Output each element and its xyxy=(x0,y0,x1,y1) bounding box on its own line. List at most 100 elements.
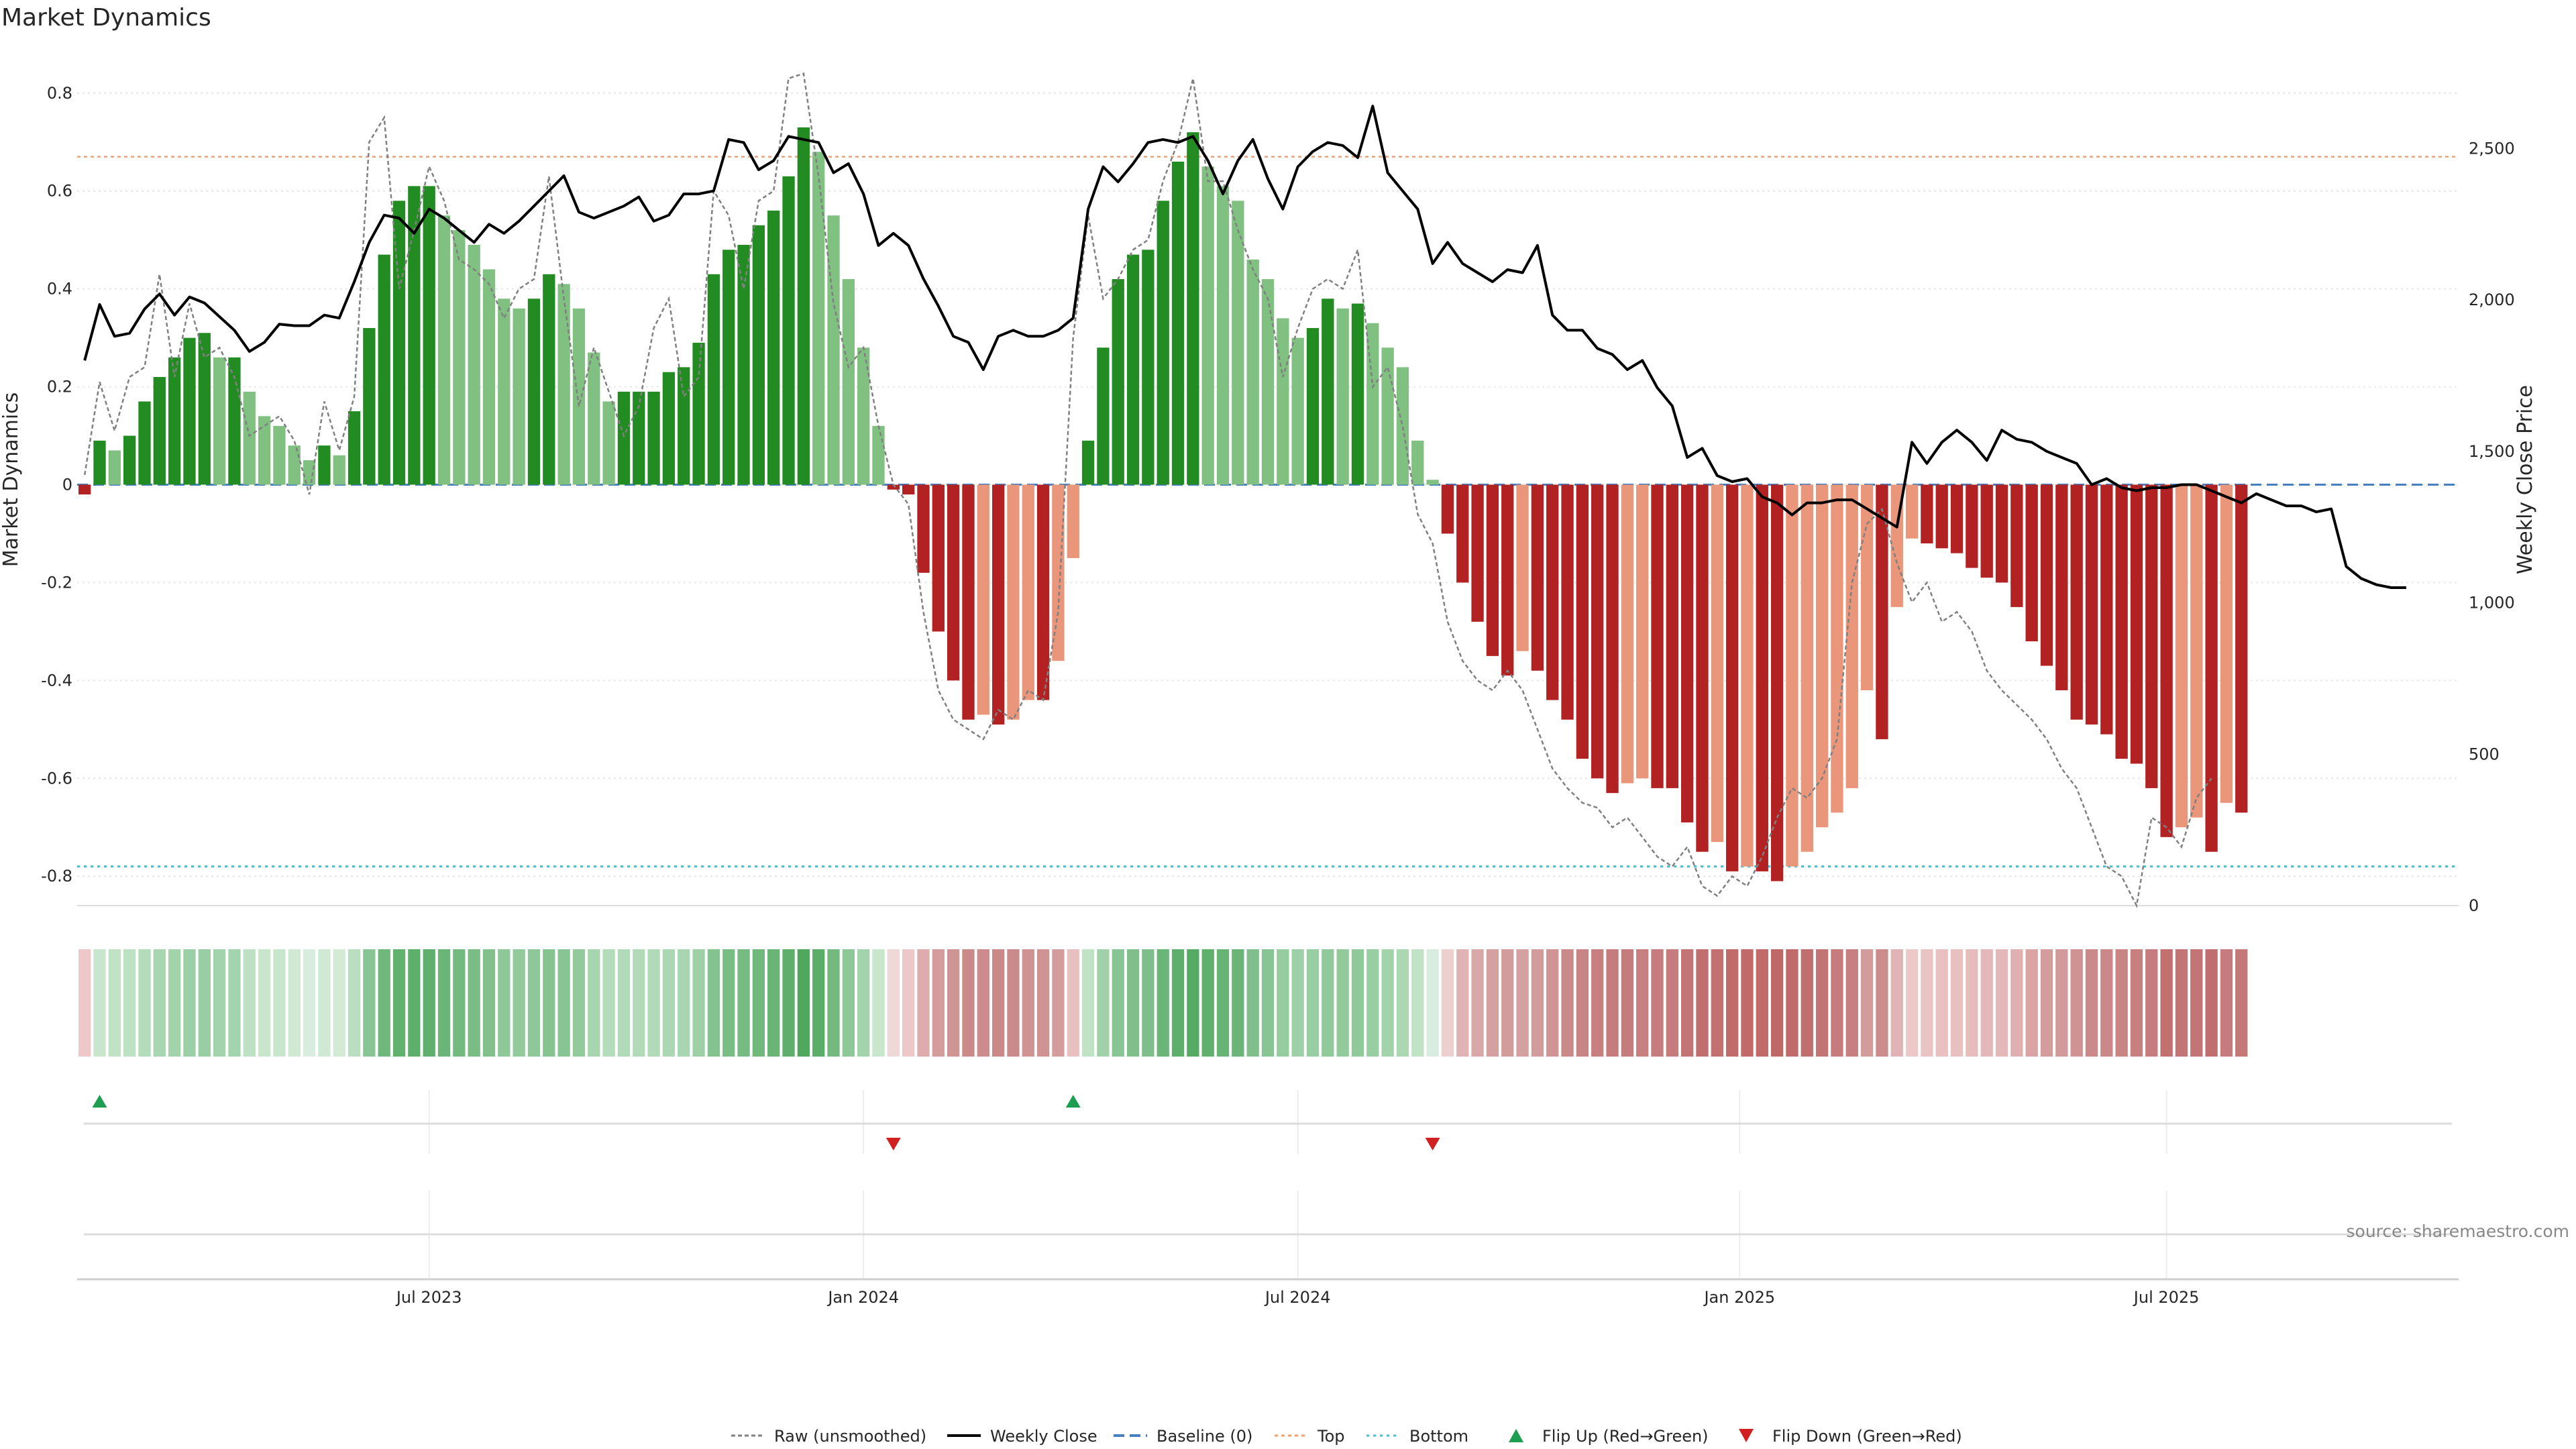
regime-cell xyxy=(2130,949,2143,1057)
regime-cell xyxy=(2190,949,2203,1057)
regime-cell xyxy=(1216,949,1230,1057)
regime-cell xyxy=(363,949,376,1057)
regime-cell xyxy=(1651,949,1664,1057)
regime-cell xyxy=(1322,949,1334,1057)
bar xyxy=(2070,484,2083,720)
regime-cell xyxy=(872,949,885,1057)
bar xyxy=(1171,161,1185,485)
bar xyxy=(1441,484,1454,534)
regime-cell xyxy=(1980,949,1993,1057)
bar xyxy=(1067,484,1079,558)
regime-cell xyxy=(1022,949,1034,1057)
source-note: source: sharemaestro.com xyxy=(2347,1222,2570,1241)
regime-cell xyxy=(1486,949,1499,1057)
regime-cell xyxy=(2010,949,2023,1057)
legend-flip-up-swatch xyxy=(1509,1429,1523,1442)
bar xyxy=(1561,484,1574,720)
bar xyxy=(887,484,900,490)
regime-cell xyxy=(827,949,840,1057)
regime-cell xyxy=(1112,949,1124,1057)
bar xyxy=(662,372,676,485)
left-tick-label: 0.8 xyxy=(47,84,72,103)
regime-cell xyxy=(857,949,870,1057)
regime-cell xyxy=(812,949,825,1057)
regime-cell xyxy=(1815,949,1829,1057)
regime-cell xyxy=(1546,949,1559,1057)
legend-item: Weekly Close xyxy=(947,1427,1097,1446)
regime-cell xyxy=(633,949,645,1057)
regime-cell xyxy=(2070,949,2083,1057)
bars xyxy=(78,127,2248,881)
legend-label: Flip Down (Green→Red) xyxy=(1772,1427,1962,1446)
regime-cell xyxy=(1036,949,1050,1057)
bar xyxy=(737,244,750,485)
regime-cell xyxy=(1097,949,1110,1057)
regime-cell xyxy=(782,949,795,1057)
right-tick-label: 2,500 xyxy=(2469,139,2515,158)
x-tick-label: Jul 2025 xyxy=(2133,1288,2200,1307)
regime-cell xyxy=(78,949,91,1057)
bar xyxy=(872,425,885,485)
bar xyxy=(1516,484,1529,651)
regime-cell xyxy=(932,949,945,1057)
raw-line xyxy=(83,72,2212,908)
regime-cell xyxy=(692,949,705,1057)
regime-cell xyxy=(2145,949,2158,1057)
bar xyxy=(527,299,541,485)
regime-cell xyxy=(1606,949,1619,1057)
regime-cell xyxy=(1142,949,1155,1057)
regime-cell xyxy=(1052,949,1065,1057)
regime-cell xyxy=(2205,949,2218,1057)
bar xyxy=(2190,484,2203,818)
bar xyxy=(1126,254,1140,485)
bar xyxy=(1725,484,1739,871)
regime-cell xyxy=(1696,949,1709,1057)
bar xyxy=(1801,484,1813,852)
bar xyxy=(1081,440,1095,485)
legend-label: Weekly Close xyxy=(990,1427,1097,1446)
regime-cell xyxy=(1531,949,1544,1057)
regime-cell xyxy=(1291,949,1304,1057)
regime-cell xyxy=(482,949,496,1057)
bar xyxy=(2040,484,2053,666)
regime-cell xyxy=(168,949,181,1057)
bar xyxy=(1711,484,1723,843)
bar xyxy=(2100,484,2113,735)
bar xyxy=(1546,484,1559,700)
x-tick-label: Jul 2023 xyxy=(395,1288,462,1307)
x-tick-label: Jan 2024 xyxy=(826,1288,899,1307)
left-tick-label: 0 xyxy=(62,476,72,494)
regime-cell xyxy=(468,949,480,1057)
regime-cell xyxy=(1995,949,2008,1057)
x-axis-ticks: Jul 2023 Jan 2024 Jul 2024 Jan 2025 Jul 2025 xyxy=(395,1288,2200,1307)
legend-item: Flip Down (Green→Red) xyxy=(1739,1427,1962,1446)
legend-flip-down-swatch xyxy=(1739,1429,1754,1442)
regime-cell xyxy=(333,949,345,1057)
regime-cell xyxy=(108,949,121,1057)
bar xyxy=(842,279,855,485)
bar xyxy=(1815,484,1829,828)
bar xyxy=(2145,484,2158,788)
regime-cell xyxy=(572,949,586,1057)
regime-cell xyxy=(138,949,151,1057)
regime-cell xyxy=(2100,949,2113,1057)
regime-cell xyxy=(1306,949,1320,1057)
bar xyxy=(1966,484,1978,568)
bar xyxy=(498,299,511,485)
bar xyxy=(1636,484,1649,779)
bar xyxy=(572,308,586,485)
regime-cell xyxy=(213,949,226,1057)
bar xyxy=(557,284,570,485)
bar xyxy=(977,484,989,715)
regime-cell xyxy=(1336,949,1349,1057)
bar xyxy=(1007,484,1020,720)
bar xyxy=(1876,484,1888,739)
regime-cell xyxy=(93,949,106,1057)
bar xyxy=(2130,484,2143,764)
regime-cell xyxy=(842,949,855,1057)
regime-cell xyxy=(437,949,451,1057)
bar xyxy=(1591,484,1604,779)
regime-cell xyxy=(2025,949,2038,1057)
regime-cell xyxy=(513,949,525,1057)
regime-cell xyxy=(1786,949,1799,1057)
